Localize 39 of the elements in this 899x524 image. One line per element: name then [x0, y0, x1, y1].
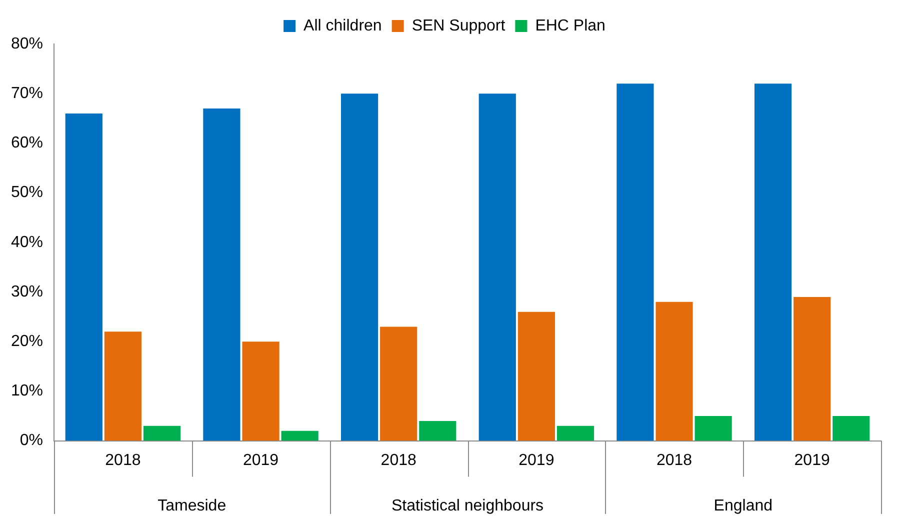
bar: [380, 326, 418, 441]
text: England: [714, 497, 773, 514]
bar: [556, 426, 594, 441]
y-tick-label: 0%: [20, 432, 44, 450]
bar: [104, 332, 142, 441]
x-tick-label: 2019: [518, 452, 554, 469]
y-tick-label: 10%: [10, 382, 44, 400]
y-tick-label: 80%: [10, 35, 44, 52]
bar: [478, 94, 516, 441]
y-tick-label: 60%: [10, 134, 44, 152]
legend-label: SEN Support: [412, 17, 506, 34]
bar: [754, 84, 792, 441]
text: Tameside: [158, 497, 226, 514]
x-tick-label: 2018: [380, 452, 416, 469]
y-tick-label: 50%: [10, 184, 44, 202]
y-tick-label: 30%: [10, 283, 44, 300]
bar: [832, 416, 870, 441]
bar: [419, 420, 456, 441]
bar: [340, 94, 378, 441]
text: Statistical neighbours: [391, 497, 544, 514]
x-tick-label: 2019: [242, 452, 279, 469]
bar: [518, 312, 555, 441]
bar: [143, 426, 181, 441]
bar: [656, 302, 693, 441]
y-tick-label: 70%: [10, 85, 44, 102]
y-tick-label: 40%: [10, 234, 44, 251]
x-tick-label: 2018: [656, 452, 692, 469]
bar: [281, 430, 318, 441]
x-tick-label: 2018: [105, 452, 141, 469]
bar: [242, 342, 280, 441]
y-tick-label: 20%: [10, 333, 44, 350]
bar: [616, 84, 654, 441]
bar: [694, 416, 732, 441]
legend-label: All children: [304, 17, 382, 34]
bar: [65, 113, 102, 441]
bar: [203, 108, 240, 441]
legend-label: EHC Plan: [535, 17, 606, 34]
bar: [794, 296, 831, 441]
x-tick-label: 2019: [794, 452, 830, 469]
